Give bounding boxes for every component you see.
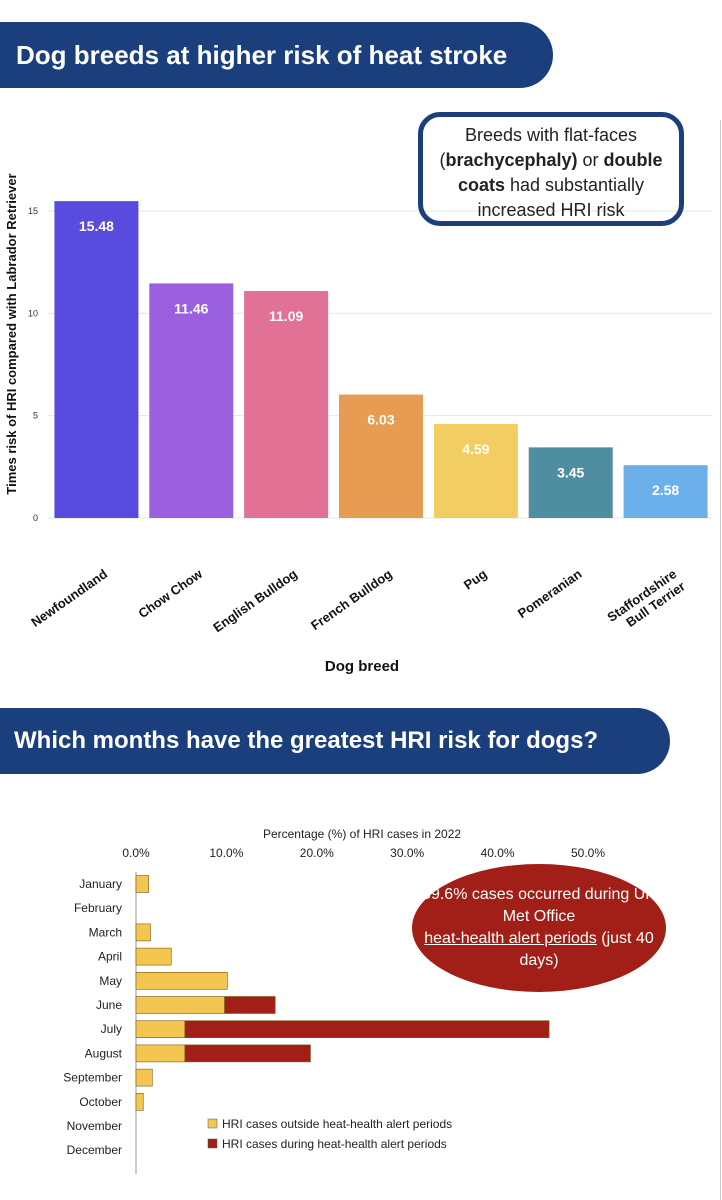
legend-swatch-during [207, 1138, 218, 1149]
bar-outside-march [135, 923, 151, 942]
month-label: November [67, 1119, 122, 1133]
y-tick-label: 5 [33, 411, 38, 421]
month-label: December [67, 1143, 122, 1157]
bar-value-label: 11.09 [269, 308, 303, 324]
breed-risk-chart: 0 5 10 15 Times risk of HRI compared with La… [4, 173, 712, 675]
y-axis-label: Times risk of HRI compared with Labrador… [4, 173, 19, 494]
x-tick-label: English Bulldog [210, 566, 300, 635]
month-label: May [99, 974, 122, 988]
legend-label-during: HRI cases during heat-health alert perio… [222, 1137, 447, 1151]
bar-outside-june [135, 996, 225, 1014]
month-label: January [79, 877, 122, 891]
y-tick-label: 0 [33, 513, 38, 523]
bar-pomeranian [528, 447, 613, 518]
month-label: June [96, 998, 122, 1012]
x-tick-label: 20.0% [300, 846, 334, 860]
bar-value-label: 3.45 [557, 464, 584, 480]
section2-title: Which months have the greatest HRI risk … [14, 727, 599, 754]
bar-outside-april [135, 947, 172, 966]
bar-staffordshire-bull-terrier [623, 465, 708, 518]
bar-value-label: 11.46 [174, 300, 208, 316]
bar-outside-august [135, 1044, 186, 1063]
alert-period-callout: 59.6% cases occurred during UK Met Offic… [412, 864, 666, 992]
callout-bold-2: double coats [457, 150, 663, 195]
bar-chow-chow [149, 283, 234, 518]
x-tick-label: Chow Chow [135, 566, 205, 621]
x-tick-label: StaffordshireBull Terrier [604, 566, 687, 637]
y-tick-label: 15 [28, 206, 38, 216]
x-tick-label: French Bulldog [308, 566, 395, 633]
month-label: February [74, 901, 122, 915]
bar-outside-september [135, 1068, 153, 1087]
monthly-hri-chart: Percentage (%) of HRI cases in 2022 0.0% 1… [63, 827, 605, 1175]
bar-outside-july [135, 1020, 186, 1038]
callout-text-3: had substantially increased HRI risk [477, 175, 645, 220]
month-label: March [89, 925, 122, 939]
bar-value-label: 6.03 [367, 412, 394, 428]
bar-outside-may [135, 972, 228, 990]
y-tick-label: 10 [28, 308, 38, 318]
bar-value-label: 2.58 [652, 482, 679, 498]
bar-during-august [184, 1044, 311, 1063]
section1-title-banner: Dog breeds at higher risk of heat stroke [0, 22, 553, 88]
alert-callout-days: (just 40 days) [519, 930, 654, 969]
callout-bold-1: brachycephaly) [445, 150, 578, 170]
legend-label-outside: HRI cases outside heat-health alert peri… [222, 1117, 452, 1131]
x-axis-label: Dog breed [325, 658, 399, 675]
month-label: July [101, 1022, 122, 1036]
x-tick-label: 50.0% [571, 846, 605, 860]
section1-title: Dog breeds at higher risk of heat stroke [16, 39, 508, 70]
alert-callout-text: 59.6% cases occurred during UK Met Offic… [422, 886, 656, 925]
bar-newfoundland [54, 201, 139, 518]
bar-english-bulldog [244, 290, 329, 518]
alert-callout-link[interactable]: heat-health alert periods [424, 930, 597, 947]
callout-text-2: or [577, 150, 604, 170]
x-tick-label: 0.0% [122, 846, 150, 860]
month-label: April [98, 950, 122, 964]
month-label: October [79, 1095, 122, 1109]
x-tick-label: Pug [461, 566, 490, 592]
flat-face-callout: Breeds with flat-faces (brachycephaly) o… [418, 112, 684, 226]
bar-pug [433, 424, 518, 518]
x-tick-label: Newfoundland [28, 566, 110, 630]
page-edge-line [720, 120, 721, 1200]
callout-text-1: Breeds with flat-faces ( [439, 125, 638, 170]
x-tick-label: 40.0% [481, 846, 515, 860]
month-label: September [63, 1071, 122, 1085]
legend-swatch-outside [207, 1118, 218, 1129]
bar-value-label: 4.59 [462, 441, 489, 457]
bar-french-bulldog [339, 394, 423, 518]
section2-title-banner: Which months have the greatest HRI risk … [0, 708, 670, 774]
x-tick-label: 10.0% [209, 846, 243, 860]
x-tick-label: 30.0% [390, 846, 424, 860]
bar-outside-january [135, 875, 149, 893]
x-tick-label: Pomeranian [515, 566, 585, 621]
chart-title: Percentage (%) of HRI cases in 2022 [263, 827, 461, 841]
bar-value-label: 15.48 [79, 218, 114, 234]
bar-during-june [224, 996, 276, 1014]
month-label: August [85, 1046, 123, 1060]
bar-during-july [184, 1020, 550, 1038]
bar-outside-october [135, 1092, 144, 1111]
